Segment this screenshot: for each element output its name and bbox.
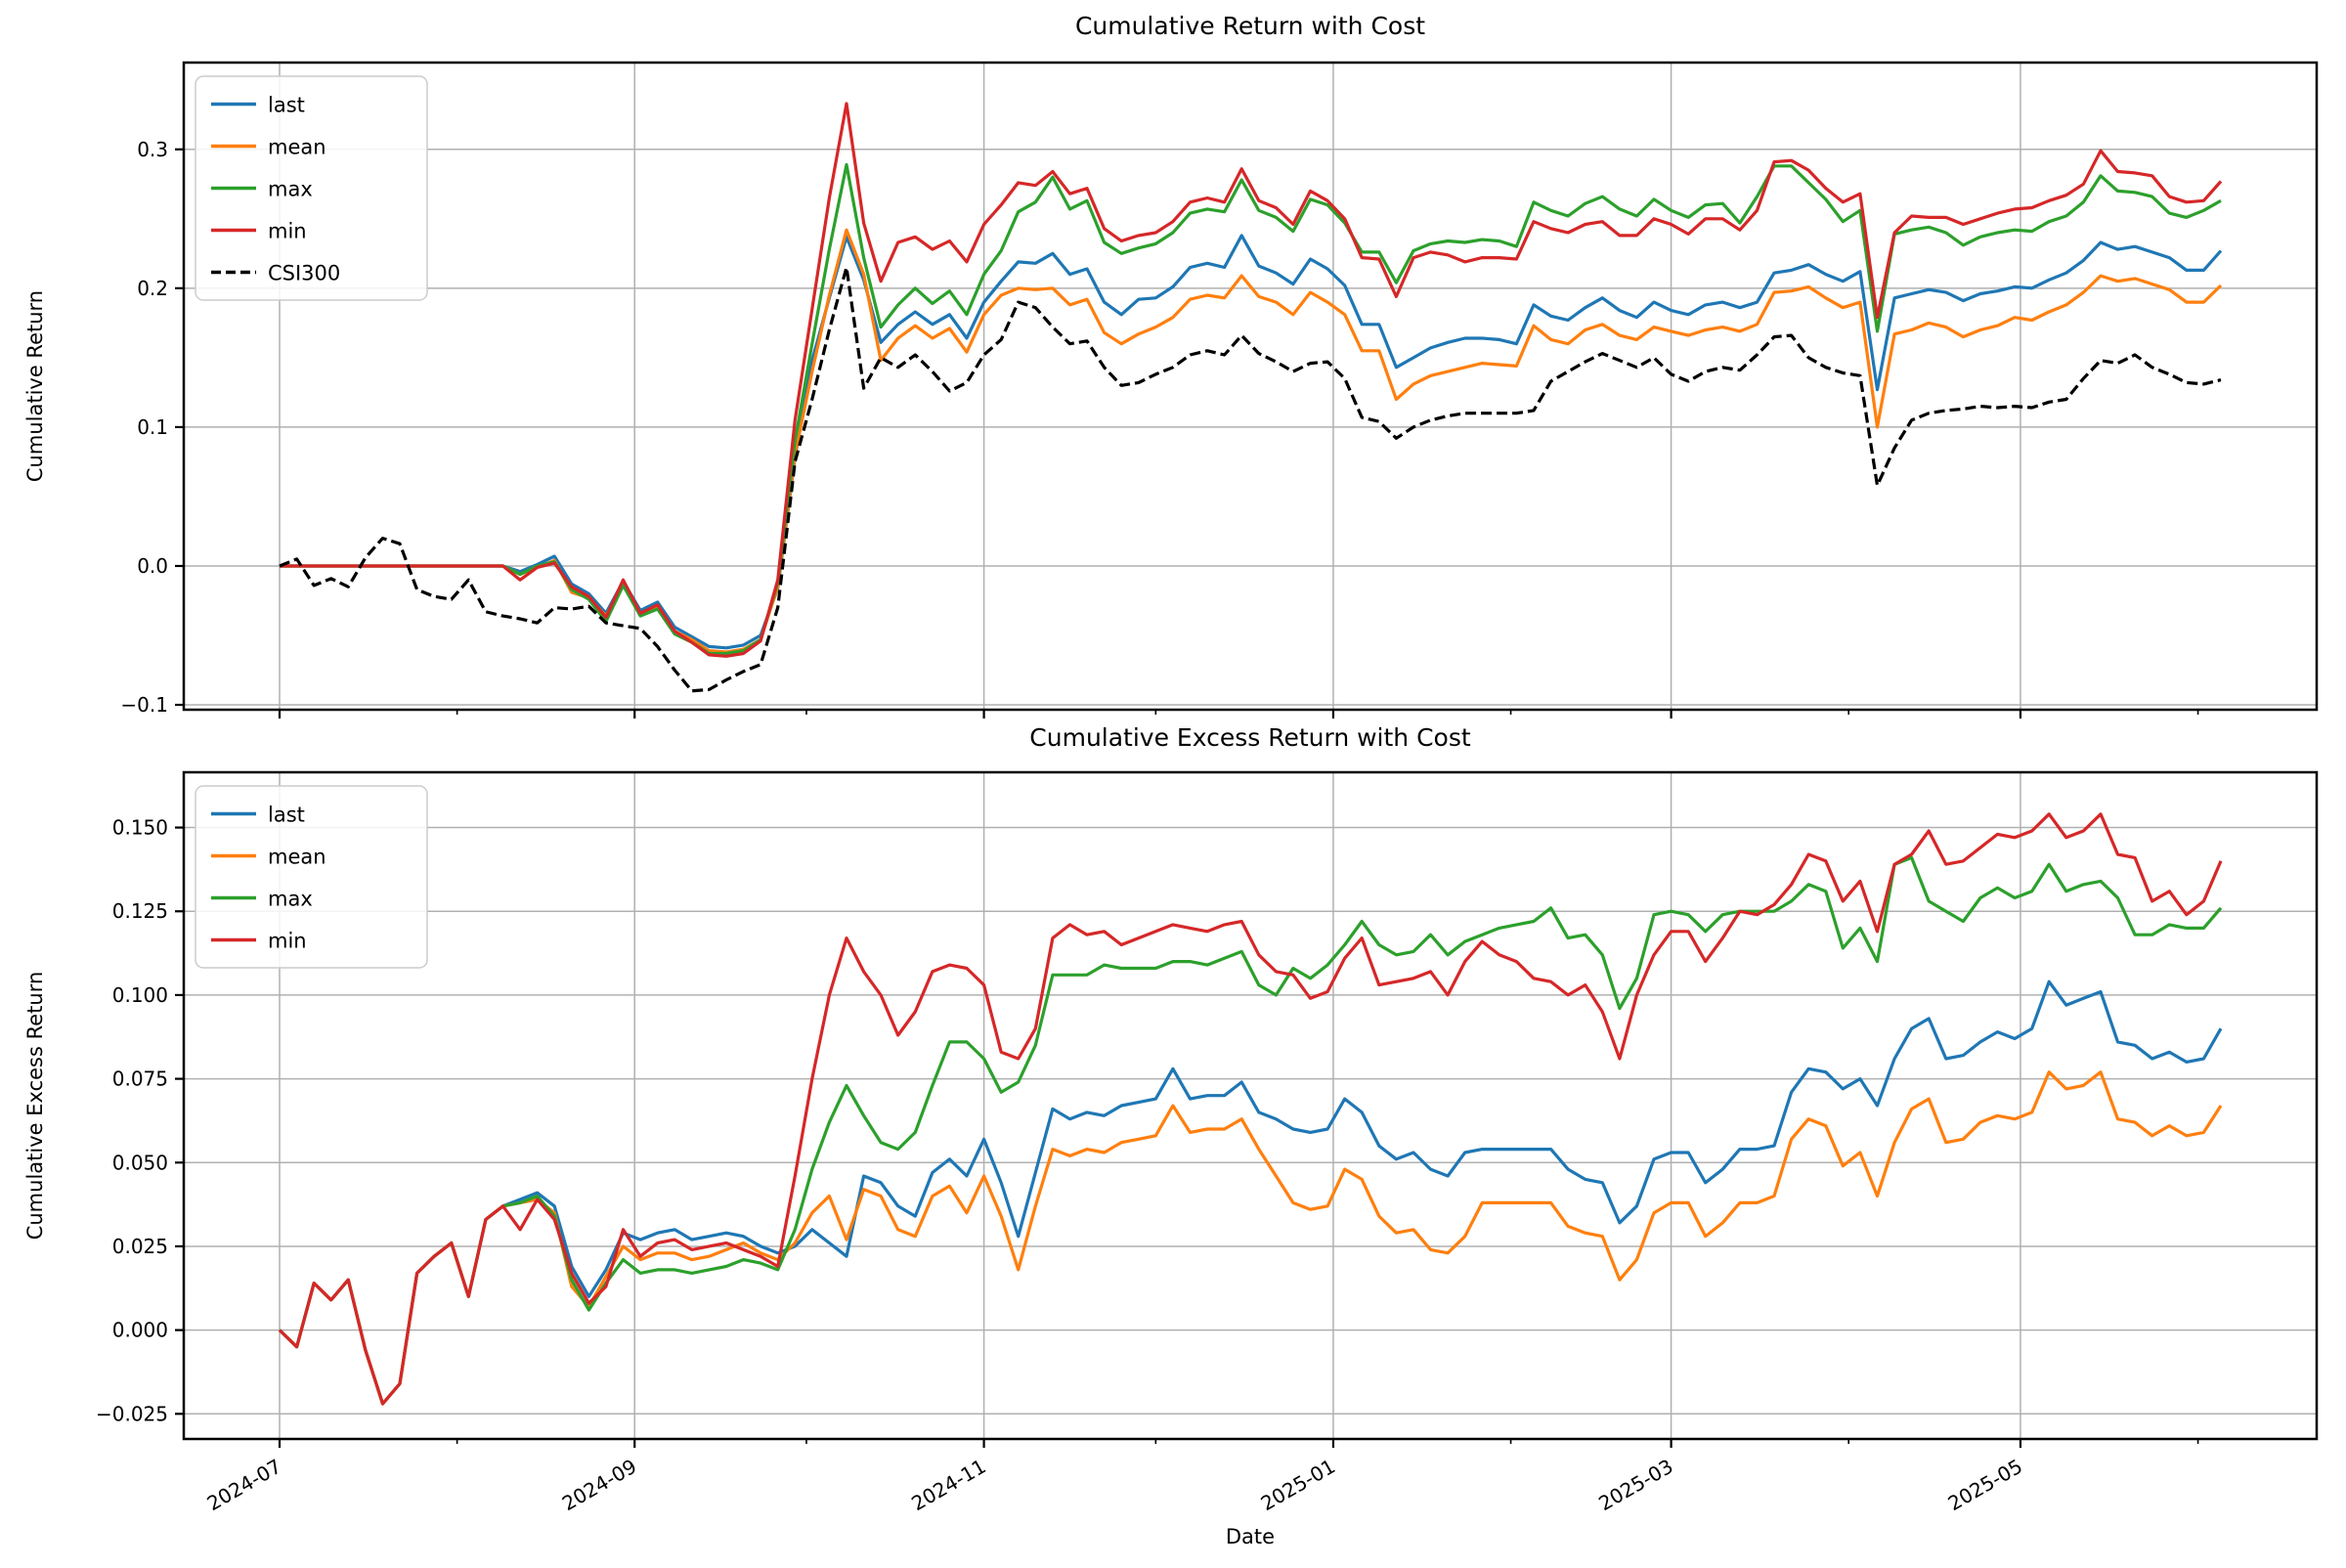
legend-item-min: min xyxy=(211,930,307,953)
series-line-CSI300 xyxy=(279,265,2222,693)
x-tick-label: 2025-05 xyxy=(1944,1455,2026,1516)
legend-item-min: min xyxy=(211,220,307,243)
legend-box xyxy=(195,785,428,969)
series-line-min xyxy=(278,812,2223,1406)
series-line-min xyxy=(280,102,2223,658)
y-tick-label: 0.075 xyxy=(112,1067,168,1091)
legend-item-mean: mean xyxy=(211,846,326,869)
y-tick-label: −0.025 xyxy=(96,1402,168,1425)
top-y-axis-label: Cumulative Return xyxy=(23,289,47,483)
top-chart-title: Cumulative Return with Cost xyxy=(1074,12,1426,40)
x-axis-label: Date xyxy=(1225,1525,1276,1548)
axes-frame xyxy=(182,61,2319,712)
bottom-chart-title: Cumulative Excess Return with Cost xyxy=(1029,723,1471,752)
y-tick-label: 0.000 xyxy=(112,1319,168,1342)
y-tick-label: 0.050 xyxy=(112,1151,168,1174)
legend-item-last: last xyxy=(211,94,305,117)
x-tick-label: 2024-11 xyxy=(907,1455,989,1516)
legend-label-max: max xyxy=(268,178,313,201)
y-tick-label: 0.0 xyxy=(137,554,168,578)
legend-label-max: max xyxy=(268,888,313,911)
y-tick-label: 0.125 xyxy=(112,899,168,923)
x-tick-label: 2024-09 xyxy=(558,1455,640,1516)
legend-label-min: min xyxy=(268,220,307,243)
y-tick-label: 0.1 xyxy=(137,415,168,439)
legend-item-max: max xyxy=(211,178,313,201)
legend-label-mean: mean xyxy=(268,846,326,869)
series-line-last xyxy=(278,980,2223,1406)
x-tick-label: 2025-01 xyxy=(1257,1455,1339,1516)
axes-frame xyxy=(182,770,2319,1441)
legend-item-CSI300: CSI300 xyxy=(211,262,340,285)
y-tick-label: 0.3 xyxy=(137,138,168,161)
legend-label-mean: mean xyxy=(268,136,326,159)
bottom-chart: −0.025 0.000 0.025 0.050 0.075 0.100 0.125 0.15… xyxy=(96,770,2319,1516)
legend: last mean max min CSI300 xyxy=(195,75,428,301)
series-line-last xyxy=(280,234,2223,650)
legend-label-min: min xyxy=(268,930,307,953)
legend-box xyxy=(195,75,428,301)
series-line-mean xyxy=(278,1070,2223,1406)
legend-item-max: max xyxy=(211,888,313,911)
legend-label-last: last xyxy=(268,94,305,117)
bottom-y-axis-label: Cumulative Excess Return xyxy=(23,971,47,1241)
series-line-max xyxy=(280,162,2222,656)
legend-label-CSI300: CSI300 xyxy=(268,262,340,285)
y-tick-label: 0.025 xyxy=(112,1235,168,1258)
y-tick-label: −0.1 xyxy=(120,693,168,717)
y-tick-label: 0.150 xyxy=(112,816,168,840)
legend-label-last: last xyxy=(268,804,305,827)
x-tick-label: 2025-03 xyxy=(1594,1455,1676,1516)
y-tick-label: 0.100 xyxy=(112,983,168,1007)
x-tick-label: 2024-07 xyxy=(203,1455,285,1516)
top-chart: −0.1 0.0 0.1 0.2 0.3 last mean max min CSI300 xyxy=(120,61,2319,719)
legend-item-last: last xyxy=(211,804,305,827)
legend: last mean max min xyxy=(195,785,428,969)
y-tick-label: 0.2 xyxy=(137,277,168,300)
legend-item-mean: mean xyxy=(211,136,326,159)
